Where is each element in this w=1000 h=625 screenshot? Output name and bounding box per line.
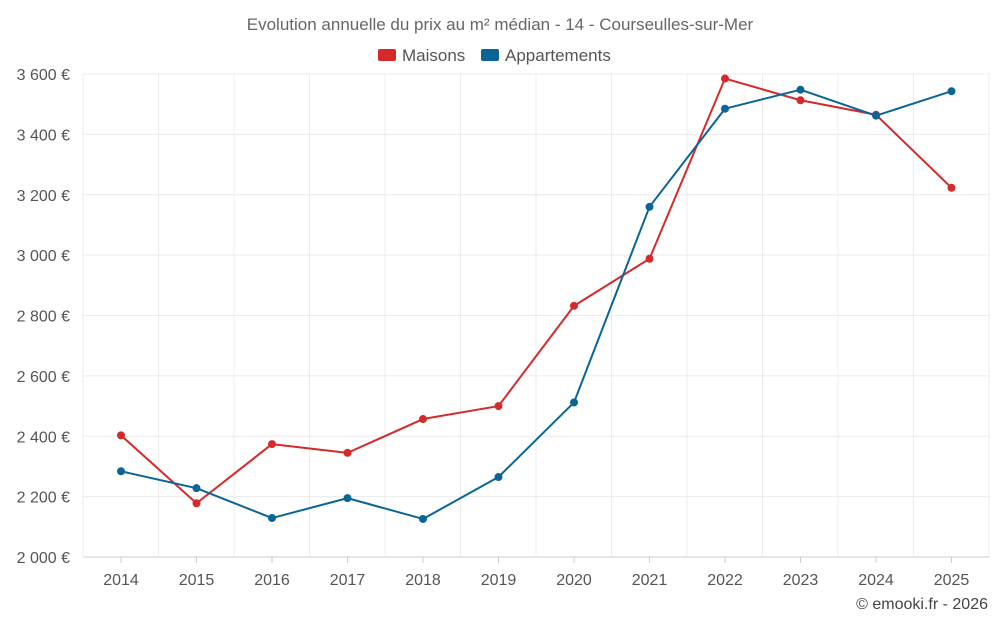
data-point-appartements <box>343 494 352 503</box>
y-tick-label: 2 400 € <box>17 429 70 446</box>
data-point-maisons <box>494 402 503 411</box>
x-tick-label: 2024 <box>858 572 894 589</box>
x-tick-label: 2019 <box>481 572 517 589</box>
x-tick-label: 2014 <box>103 572 139 589</box>
y-tick-label: 2 000 € <box>17 550 70 567</box>
data-point-appartements <box>494 473 503 482</box>
data-point-maisons <box>796 96 805 105</box>
chart-title: Evolution annuelle du prix au m² médian … <box>247 15 754 34</box>
data-point-maisons <box>645 254 654 263</box>
data-point-appartements <box>872 111 880 120</box>
x-tick-label: 2016 <box>254 572 290 589</box>
data-point-appartements <box>721 104 729 113</box>
x-tick-label: 2015 <box>179 572 215 589</box>
y-tick-label: 3 400 € <box>17 127 70 144</box>
data-point-appartements <box>947 87 956 96</box>
x-tick-label: 2022 <box>707 572 743 589</box>
y-tick-label: 2 600 € <box>17 369 70 386</box>
data-point-maisons <box>268 440 276 449</box>
y-tick-label: 3 600 € <box>17 67 70 84</box>
data-point-appartements <box>117 467 125 476</box>
data-point-maisons <box>947 183 956 192</box>
data-point-appartements <box>645 202 654 211</box>
legend-label-maisons: Maisons <box>402 46 465 65</box>
x-tick-label: 2017 <box>330 572 366 589</box>
data-point-maisons <box>419 415 427 424</box>
x-tick-label: 2025 <box>934 572 970 589</box>
y-tick-label: 2 800 € <box>17 309 70 326</box>
credit-text: © emooki.fr - 2026 <box>856 596 988 613</box>
x-axis: 2014 2015 2016 2017 2018 2019 2020 2021 2022 2023… <box>103 557 969 589</box>
data-point-appartements <box>419 514 427 523</box>
data-point-appartements <box>192 484 201 493</box>
x-tick-label: 2023 <box>783 572 819 589</box>
legend-label-appartements: Appartements <box>505 46 611 65</box>
data-point-maisons <box>570 301 578 310</box>
data-point-maisons <box>117 431 125 440</box>
data-point-maisons <box>343 448 352 457</box>
legend-swatch-maisons <box>378 49 396 61</box>
data-point-appartements <box>796 85 805 94</box>
x-tick-label: 2021 <box>632 572 668 589</box>
x-tick-label: 2020 <box>556 572 592 589</box>
data-point-appartements <box>268 514 276 523</box>
x-tick-label: 2018 <box>405 572 441 589</box>
data-point-maisons <box>192 499 201 508</box>
data-point-maisons <box>721 74 729 83</box>
y-tick-label: 3 200 € <box>17 188 70 205</box>
data-point-appartements <box>570 398 578 407</box>
y-tick-label: 3 000 € <box>17 248 70 265</box>
y-tick-label: 2 200 € <box>17 490 70 507</box>
legend: Maisons Appartements <box>378 46 611 65</box>
y-axis: 2 000 € 2 200 € 2 400 € 2 600 € 2 800 € 3 000… <box>17 67 70 567</box>
series-line-appartements <box>120 88 952 520</box>
series-group <box>117 74 956 523</box>
series-line-maisons <box>120 77 953 505</box>
legend-swatch-appartements <box>481 49 499 61</box>
grid <box>82 73 990 558</box>
